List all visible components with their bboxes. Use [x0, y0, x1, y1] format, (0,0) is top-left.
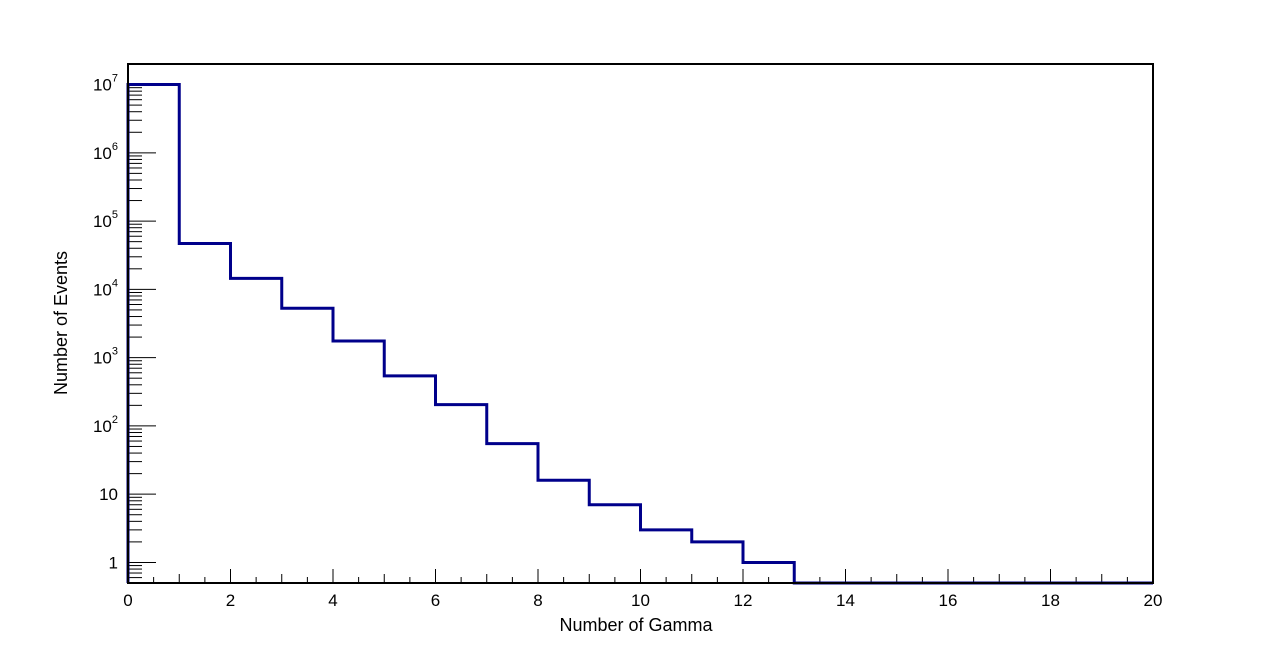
y-tick-label: 103 — [93, 346, 118, 368]
x-tick-label: 20 — [1144, 591, 1163, 610]
y-tick-label: 1 — [109, 553, 118, 572]
x-axis-label: Number of Gamma — [559, 615, 713, 635]
y-axis-ticks: 1 10 102 103 104 105 106 107 — [93, 73, 156, 572]
y-tick-label: 102 — [93, 414, 118, 436]
y-axis-label: Number of Events — [51, 251, 71, 395]
x-tick-label: 10 — [631, 591, 650, 610]
y-tick-label: 107 — [93, 73, 118, 95]
y-tick-label: 106 — [93, 141, 118, 163]
histogram-series-line — [126, 83, 1153, 585]
x-tick-label: 18 — [1041, 591, 1060, 610]
x-tick-label: 14 — [836, 591, 855, 610]
x-tick-label: 0 — [123, 591, 132, 610]
y-tick-label: 104 — [93, 277, 118, 299]
x-tick-label: 12 — [734, 591, 753, 610]
x-tick-label: 6 — [431, 591, 440, 610]
x-tick-label: 8 — [533, 591, 542, 610]
y-tick-label: 10 — [99, 485, 118, 504]
x-tick-label: 2 — [226, 591, 235, 610]
plot-frame — [127, 63, 1154, 584]
x-tick-label: 4 — [328, 591, 337, 610]
x-axis-ticks: 0 2 4 6 8 10 12 14 16 18 20 — [123, 569, 1162, 610]
x-tick-label: 16 — [939, 591, 958, 610]
y-tick-label: 105 — [93, 209, 118, 231]
